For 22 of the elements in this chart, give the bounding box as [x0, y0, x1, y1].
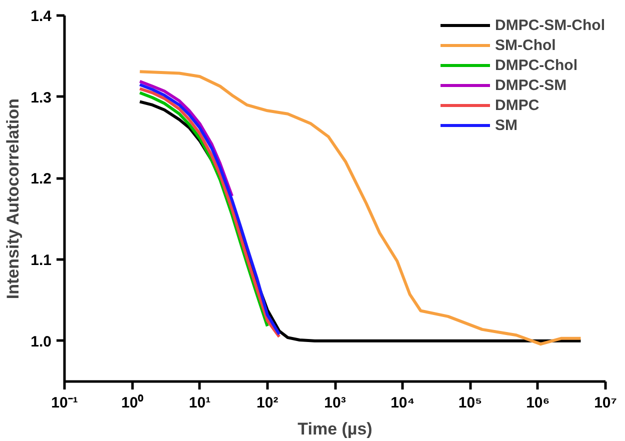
legend-label: DMPC [495, 96, 540, 114]
x-tick-label: 10⁻¹ [51, 394, 78, 412]
legend-label: SM-Chol [495, 36, 556, 54]
x-axis-title: Time (µs) [298, 420, 372, 438]
x-tick-label: 10⁴ [390, 394, 415, 412]
x-tick-label: 10⁶ [526, 394, 550, 412]
y-tick-label: 1.2 [30, 170, 52, 188]
legend-label: SM [495, 116, 518, 134]
y-axis-title: Intensity Autocorrelation [4, 98, 23, 300]
y-tick-label: 1.1 [30, 252, 52, 269]
x-tick-label: 10⁵ [458, 394, 482, 412]
x-tick-label: 10⁰ [121, 394, 144, 412]
x-tick-label: 10¹ [188, 394, 211, 412]
x-tick-label: 10² [256, 394, 278, 412]
legend-label: DMPC-Chol [495, 56, 578, 74]
y-tick-label: 1.3 [30, 89, 52, 106]
y-tick-label: 1.4 [30, 8, 52, 25]
x-tick-label: 10⁷ [594, 394, 617, 412]
y-tick-label: 1.0 [30, 333, 52, 350]
legend-label: DMPC-SM [495, 76, 567, 94]
legend-label: DMPC-SM-Chol [495, 16, 605, 34]
x-tick-label: 10³ [324, 394, 346, 412]
